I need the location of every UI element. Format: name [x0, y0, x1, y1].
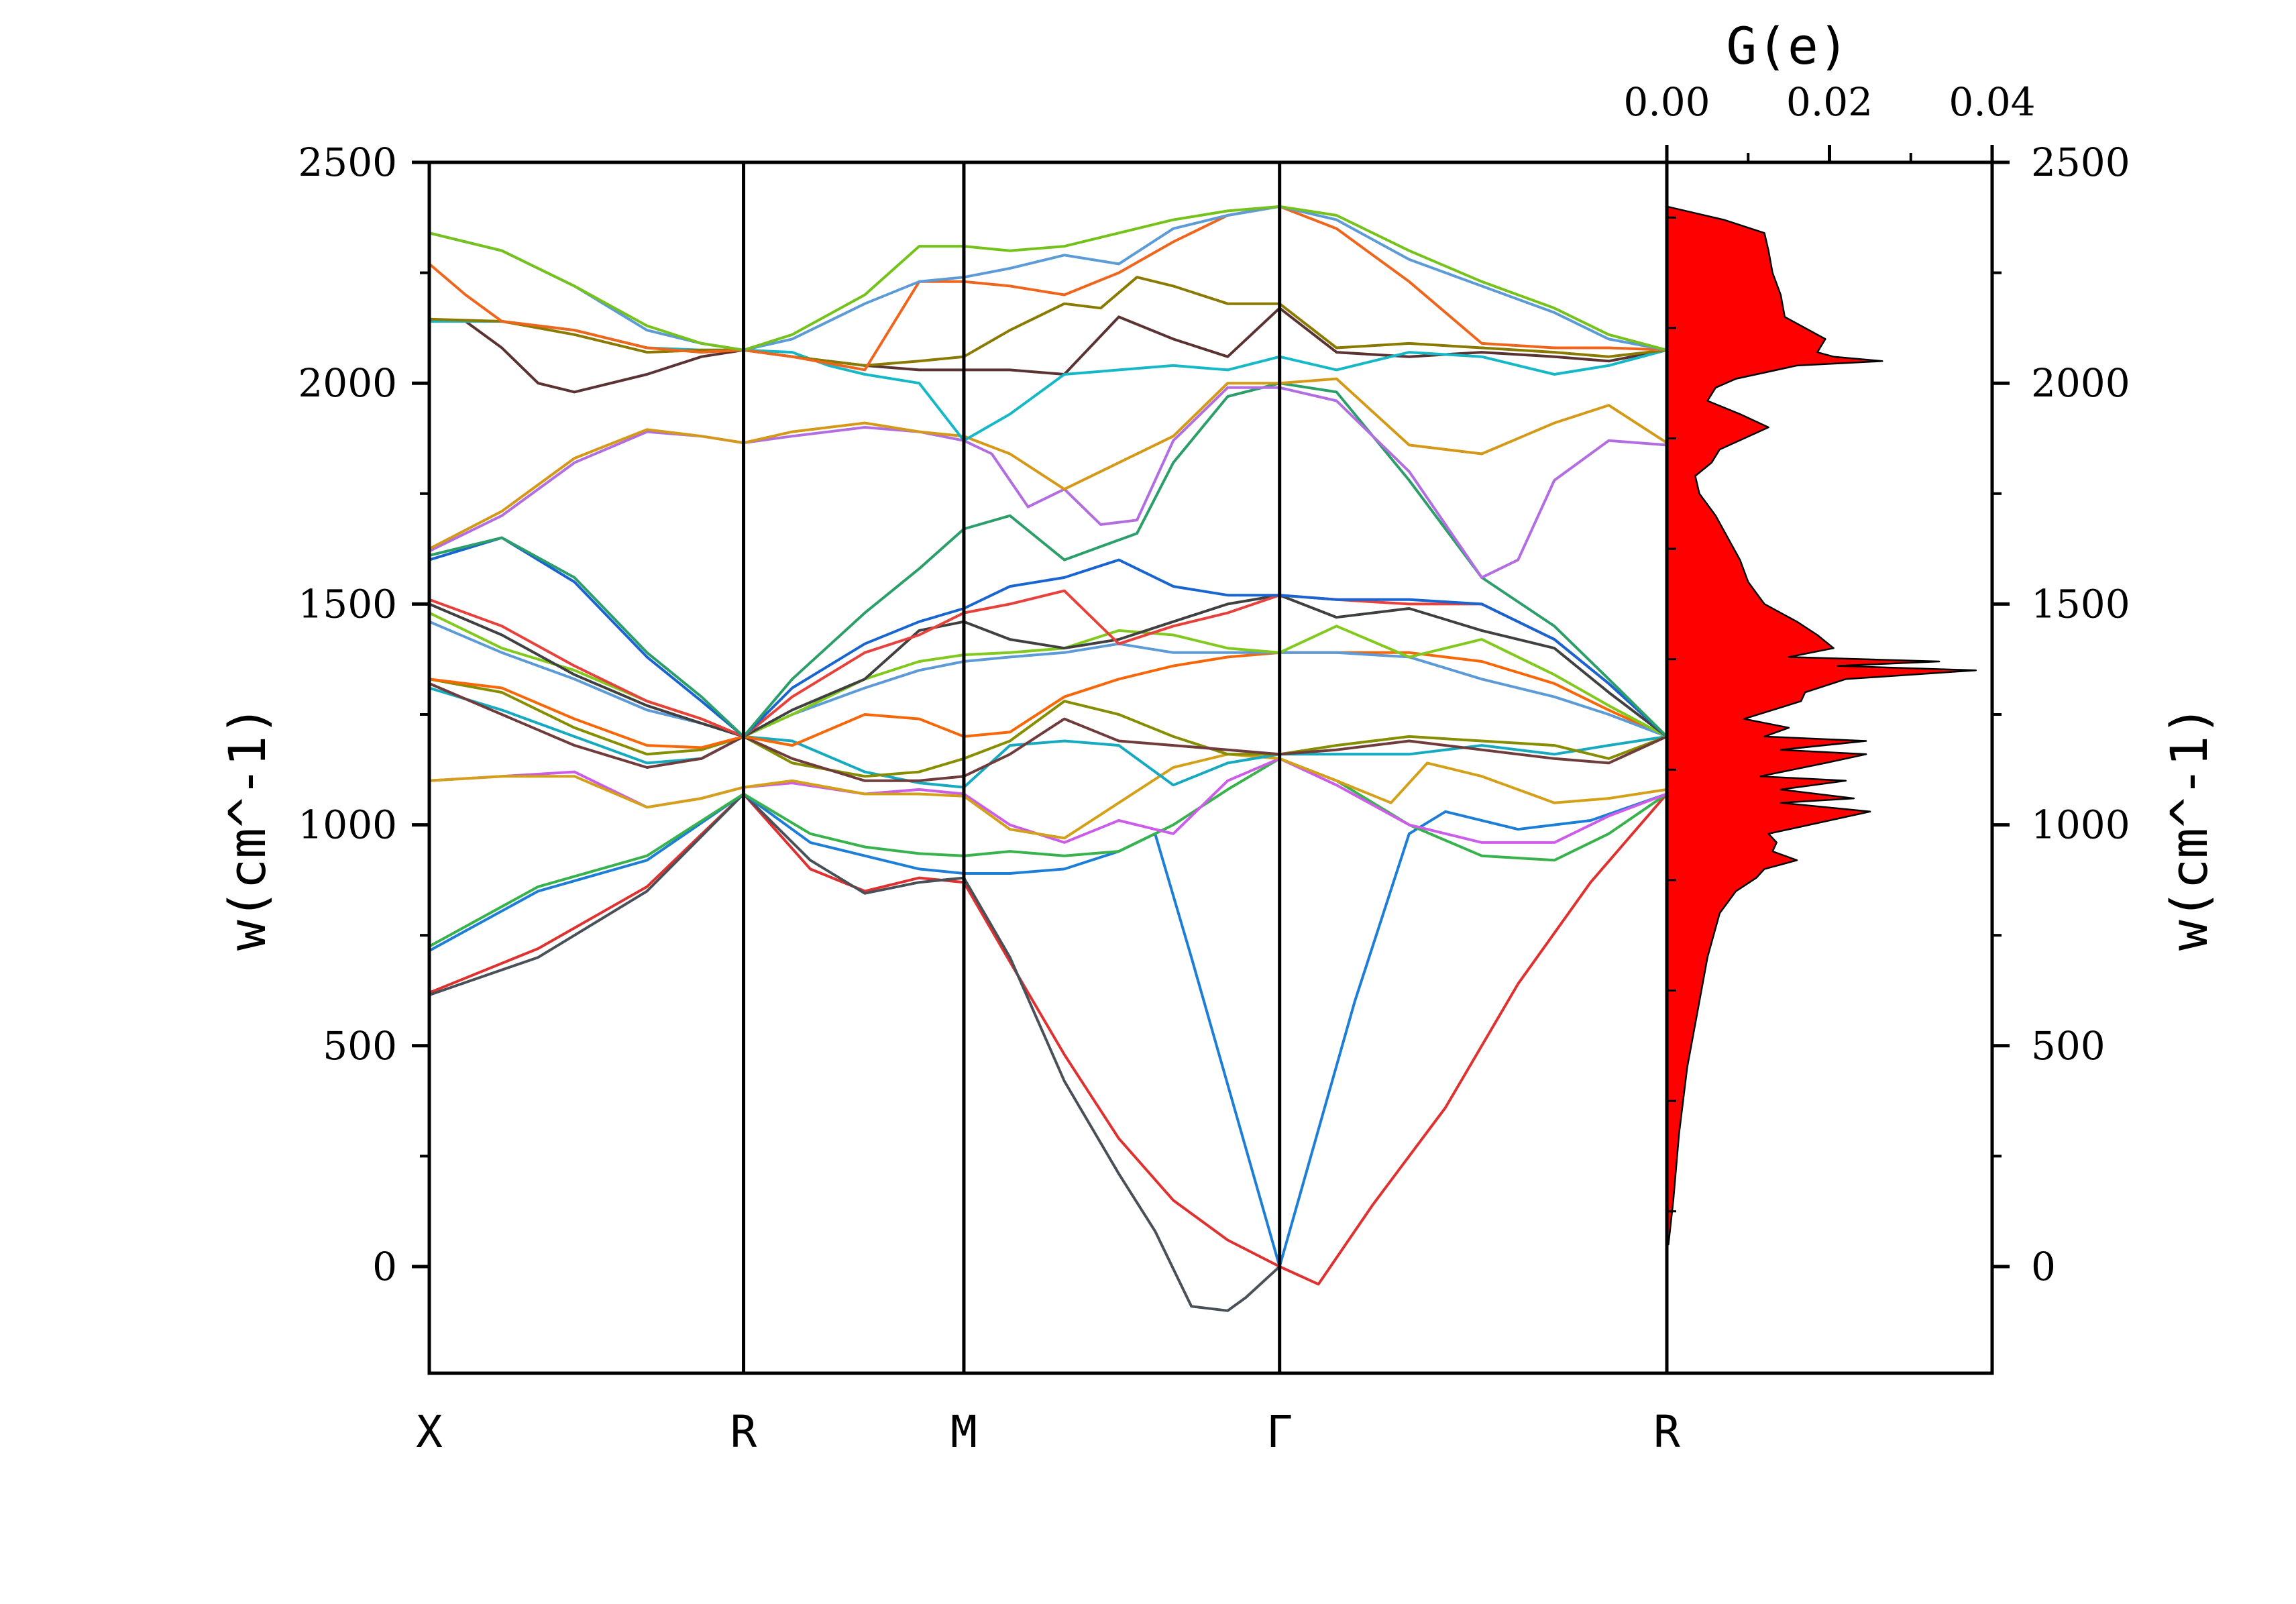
band-line-14	[429, 589, 1668, 738]
band-line-17	[429, 386, 1668, 579]
dos-frame	[1665, 160, 1994, 1375]
left-y-tick-label-500: 500	[323, 1023, 397, 1069]
band-structure-panel: 0 500 1000 1500 2000 2500 X R M Γ R	[298, 140, 1680, 1458]
band-line-23	[429, 205, 1668, 352]
band-line-5	[429, 757, 1668, 844]
right-y-tick-label-2500: 2500	[2031, 140, 2130, 185]
left-y-tick-label-0: 0	[372, 1244, 397, 1289]
right-y-tick-label-1500: 1500	[2031, 581, 2130, 627]
band-line-2	[429, 792, 1281, 1312]
band-line-11	[429, 620, 1668, 738]
kpoint-label-1: R	[730, 1406, 757, 1458]
band-line-8	[429, 678, 1668, 778]
dos-x-tick-label-0: 0.00	[1623, 79, 1710, 125]
band-line-19	[429, 307, 1668, 394]
band-line-18	[429, 377, 1668, 550]
left-y-tick-label-2000: 2000	[298, 360, 397, 406]
band-line-10	[429, 651, 1668, 749]
kpoint-label-2: M	[950, 1406, 977, 1458]
band-line-16	[429, 382, 1668, 738]
dos-panel: 0.00 0.02 0.04 0 500 1000 1500 2000 2500	[1623, 79, 2130, 1375]
band-line-1	[429, 792, 1668, 1286]
dos-x-tick-label-2: 0.04	[1949, 79, 2035, 125]
left-y-tick-label-2500: 2500	[298, 140, 397, 185]
band-line-6	[429, 753, 1668, 840]
y-axis-title-right: w(cm^-1)	[2159, 705, 2219, 951]
band-line-15	[429, 536, 1668, 738]
band-line-20	[429, 320, 1668, 442]
right-y-tick-label-2000: 2000	[2031, 360, 2130, 406]
kpoint-label-0: X	[416, 1406, 443, 1458]
right-y-tick-label-500: 500	[2031, 1023, 2106, 1069]
dos-x-axis-title: G(e)	[1726, 16, 1849, 76]
dos-fill	[1665, 205, 1977, 1246]
right-y-tick-label-0: 0	[2031, 1244, 2056, 1289]
left-y-tick-label-1000: 1000	[298, 802, 397, 848]
y-axis-title-left: w(cm^-1)	[217, 705, 277, 951]
left-y-tick-label-1500: 1500	[298, 581, 397, 627]
band-line-24	[429, 205, 1668, 352]
band-line-4	[429, 757, 1668, 948]
kpoint-label-4: R	[1653, 1406, 1680, 1458]
band-line-7	[429, 686, 1668, 789]
band-line-9	[429, 682, 1668, 782]
right-y-tick-label-1000: 1000	[2031, 802, 2130, 848]
band-line-13	[429, 594, 1668, 738]
kpoint-label-3: Γ	[1266, 1406, 1293, 1458]
dos-x-tick-label-1: 0.02	[1786, 79, 1873, 125]
band-line-22	[428, 205, 1668, 372]
